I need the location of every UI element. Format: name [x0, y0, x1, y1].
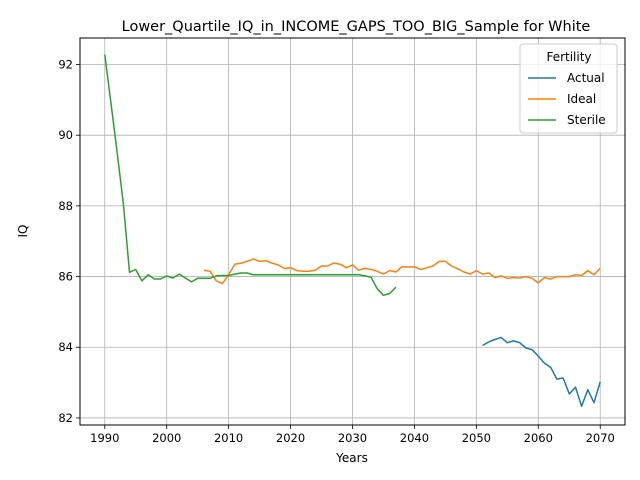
series-line-sterile — [104, 54, 397, 297]
legend-label-actual: Actual — [567, 71, 605, 85]
x-tick-label: 2040 — [400, 431, 429, 445]
x-tick-label: 2010 — [214, 431, 243, 445]
y-tick-label: 92 — [58, 58, 73, 72]
x-tick-label: 2050 — [462, 431, 491, 445]
x-tick-label: 2030 — [338, 431, 367, 445]
legend-title: Fertility — [546, 50, 591, 64]
legend-label-ideal: Ideal — [567, 92, 596, 106]
y-tick-label: 84 — [58, 340, 73, 354]
x-tick-label: 2000 — [152, 431, 181, 445]
x-tick-label: 1990 — [90, 431, 119, 445]
y-tick-label: 86 — [58, 270, 73, 284]
legend: Fertility Actual Ideal Sterile — [519, 43, 618, 134]
legend-box — [519, 43, 618, 134]
y-tick-label: 88 — [58, 199, 73, 213]
legend-label-sterile: Sterile — [567, 113, 606, 127]
series-line-actual — [482, 336, 601, 408]
y-tick-label: 90 — [58, 128, 73, 142]
x-tick-label: 2020 — [276, 431, 305, 445]
x-tick-label: 2070 — [586, 431, 615, 445]
x-tick-label: 2060 — [524, 431, 553, 445]
series-lines — [104, 54, 601, 408]
y-axis: 82 84 86 88 90 92 — [58, 58, 80, 425]
chart-title: Lower_Quartile_IQ_in_INCOME_GAPS_TOO_BIG… — [122, 19, 591, 35]
x-axis-label: Years — [335, 451, 368, 465]
y-axis-label: IQ — [16, 225, 30, 238]
series-line-ideal — [203, 258, 601, 285]
x-axis: 1990 2000 2010 2020 2030 2040 2050 2060 2070 — [90, 425, 615, 445]
y-tick-label: 82 — [58, 411, 73, 425]
